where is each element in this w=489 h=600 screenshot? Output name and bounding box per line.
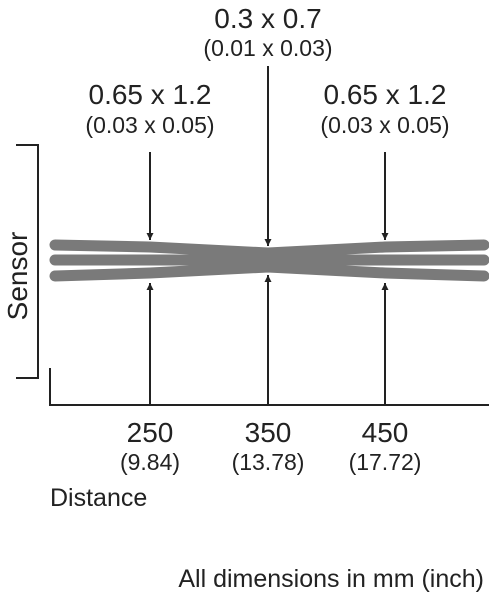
spot-size: 0.65 x 1.2 — [89, 79, 212, 110]
spot-size-inch: (0.03 x 0.05) — [85, 112, 214, 138]
axis — [49, 368, 489, 406]
arrows-down — [146, 66, 389, 246]
spot-size-inch: (0.01 x 0.03) — [203, 35, 332, 61]
sensor-label: Sensor — [2, 232, 33, 321]
distance-mm: 350 — [245, 417, 292, 448]
distance-mm: 250 — [127, 417, 174, 448]
spot-size: 0.3 x 0.7 — [214, 3, 321, 34]
distance-inch: (13.78) — [232, 449, 305, 475]
arrows-up — [146, 275, 389, 405]
sensor-bracket — [16, 144, 39, 379]
distance-inch: (9.84) — [120, 449, 180, 475]
axis-label: Distance — [50, 484, 147, 512]
distance-inch: (17.72) — [349, 449, 422, 475]
spot-size-inch: (0.03 x 0.05) — [320, 112, 449, 138]
distance-mm: 450 — [362, 417, 409, 448]
spot-size: 0.65 x 1.2 — [324, 79, 447, 110]
footnote: All dimensions in mm (inch) — [178, 565, 484, 593]
beam — [49, 239, 489, 282]
